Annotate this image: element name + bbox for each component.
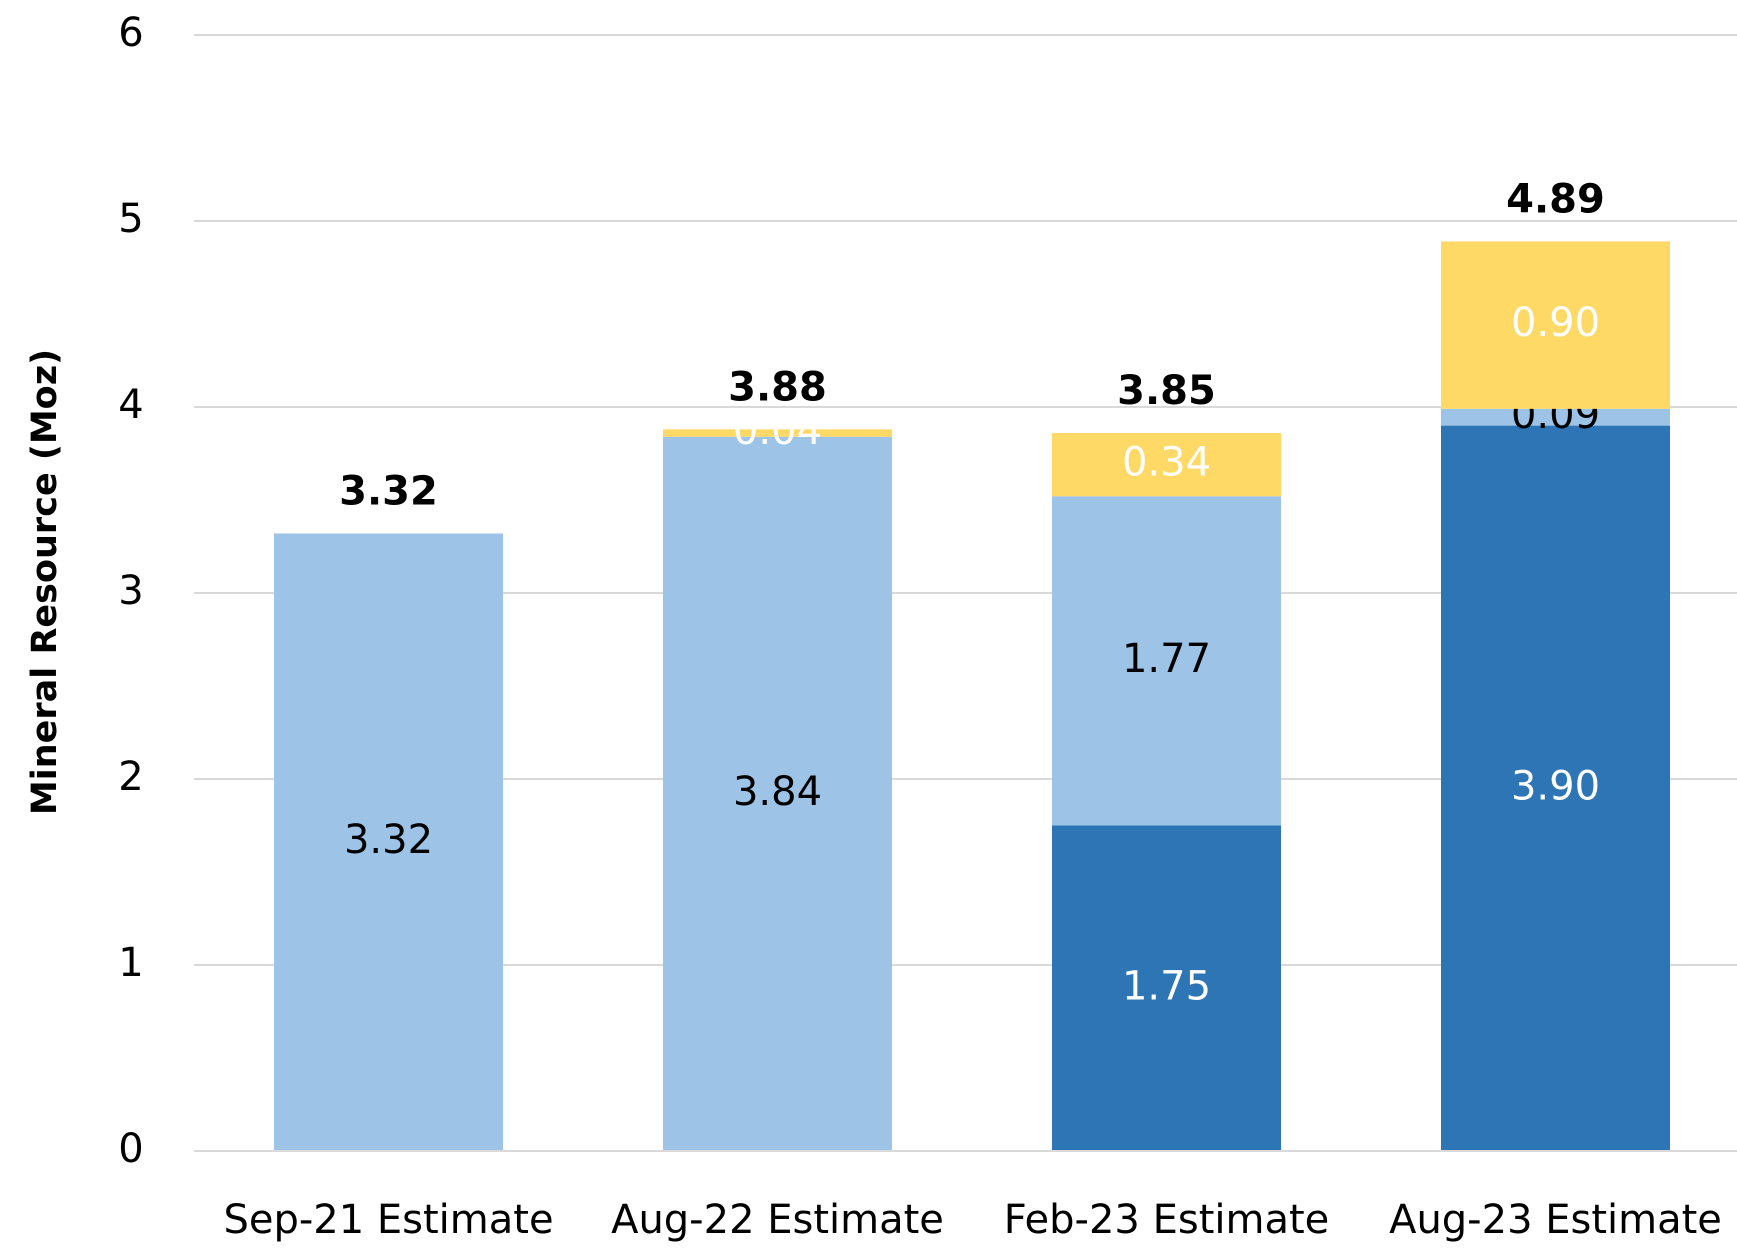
data-label: 3.32 xyxy=(344,817,433,863)
bar-segment xyxy=(1441,425,1670,1152)
data-label: 1.77 xyxy=(1122,636,1211,682)
data-label: 0.04 xyxy=(733,408,822,454)
total-label: 3.32 xyxy=(339,468,438,514)
x-tick-label: Sep-21 Estimate xyxy=(223,1197,553,1243)
total-label: 4.89 xyxy=(1506,176,1605,222)
data-label: 1.75 xyxy=(1122,963,1211,1009)
bar-segment xyxy=(1052,825,1281,1151)
x-tick-label: Aug-22 Estimate xyxy=(611,1197,944,1243)
y-tick-label: 1 xyxy=(118,940,143,986)
y-tick-label: 3 xyxy=(118,568,143,614)
bar-segment xyxy=(1441,408,1670,426)
y-tick-label: 5 xyxy=(118,196,143,242)
data-label: 0.34 xyxy=(1122,440,1211,486)
y-axis-label: Mineral Resource (Moz) xyxy=(25,349,65,815)
bar-segment xyxy=(663,436,892,1151)
bar-segment xyxy=(1052,433,1281,497)
y-tick-label: 2 xyxy=(118,754,143,800)
data-label: 3.90 xyxy=(1511,763,1600,809)
y-tick-label: 6 xyxy=(118,10,143,56)
data-label: 0.90 xyxy=(1511,300,1600,346)
y-tick-label: 4 xyxy=(118,382,143,428)
x-tick-label: Aug-23 Estimate xyxy=(1389,1197,1722,1243)
bar-segment xyxy=(663,429,892,437)
bar-segment xyxy=(1052,496,1281,826)
bar-segment xyxy=(1441,241,1670,409)
bar-segment xyxy=(274,533,503,1151)
y-tick-label: 0 xyxy=(118,1126,143,1172)
total-label: 3.88 xyxy=(728,364,827,410)
x-tick-label: Feb-23 Estimate xyxy=(1004,1197,1330,1243)
data-label: 3.84 xyxy=(733,769,822,815)
total-label: 3.85 xyxy=(1117,368,1216,414)
